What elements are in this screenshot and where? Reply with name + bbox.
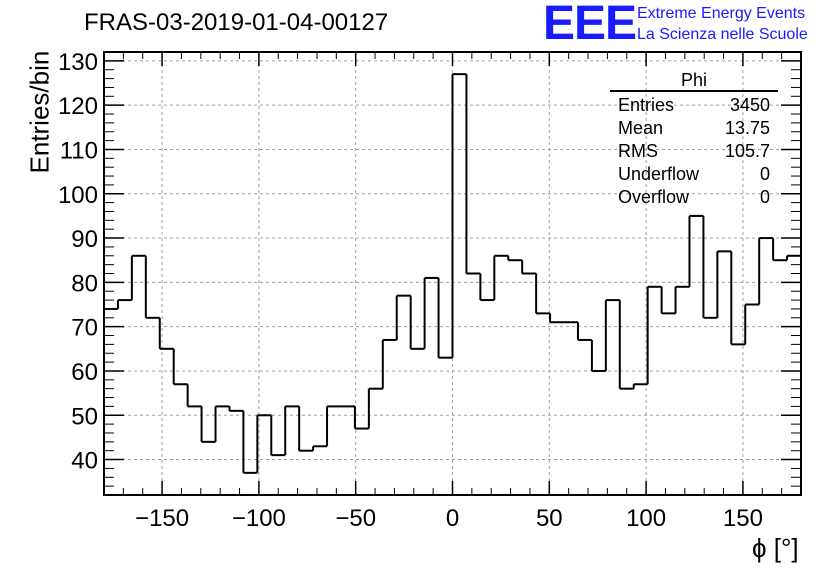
stats-value: 105.7 — [724, 141, 770, 161]
stats-value: 3450 — [729, 95, 770, 115]
y-axis-label: Entries/bin — [24, 50, 55, 174]
x-tick-label: 100 — [626, 505, 666, 532]
histogram-bins — [104, 73, 801, 474]
y-tick-label: 60 — [71, 359, 98, 386]
y-tick-label: 130 — [58, 49, 98, 76]
y-tick-label: 70 — [71, 315, 98, 342]
logo-line-2: La Scienza nelle Scuole — [637, 26, 808, 43]
stats-value: 13.75 — [724, 118, 770, 138]
logo-caption: Extreme Energy Events La Scienza nelle S… — [637, 3, 808, 45]
eee-logo: EEE — [543, 0, 637, 50]
stats-label: Underflow — [618, 164, 700, 184]
chart-title: FRAS-03-2019-01-04-00127 — [84, 9, 389, 36]
x-tick-label: 150 — [723, 505, 763, 532]
stats-row: Entries 3450 — [610, 94, 778, 117]
x-tick-label: 50 — [536, 505, 563, 532]
stats-label: RMS — [618, 141, 658, 161]
stats-row: RMS 105.7 — [610, 140, 778, 163]
x-tick-label: −150 — [135, 505, 189, 532]
y-tick-label: 90 — [71, 226, 98, 253]
y-tick-label: 80 — [71, 270, 98, 297]
x-tick-labels: −150 −100 −50 0 50 100 150 — [135, 505, 763, 532]
y-tick-label: 100 — [58, 182, 98, 209]
logo-line-1: Extreme Energy Events — [637, 5, 806, 22]
stats-title: Phi — [610, 70, 778, 92]
stats-value: 0 — [759, 164, 770, 184]
x-tick-label: −100 — [232, 505, 286, 532]
x-axis-label: ϕ [°] — [752, 533, 799, 563]
y-tick-labels: 40 50 60 70 80 90 100 110 120 130 — [58, 49, 98, 475]
stats-row: Underflow 0 — [610, 163, 778, 186]
stats-box: Phi Entries 3450 Mean 13.75 RMS 105.7 Under… — [610, 70, 778, 209]
stats-value: 0 — [759, 187, 770, 207]
y-tick-label: 120 — [58, 93, 98, 120]
x-tick-label: 0 — [446, 505, 459, 532]
y-tick-label: 40 — [71, 448, 98, 475]
y-tick-label: 50 — [71, 403, 98, 430]
stats-label: Mean — [618, 118, 664, 138]
x-tick-label: −50 — [335, 505, 376, 532]
stats-row: Mean 13.75 — [610, 117, 778, 140]
stats-label: Overflow — [618, 187, 690, 207]
stats-label: Entries — [618, 95, 675, 115]
stats-row: Overflow 0 — [610, 186, 778, 209]
y-tick-label: 110 — [60, 137, 98, 164]
axis-ticks — [104, 51, 801, 495]
